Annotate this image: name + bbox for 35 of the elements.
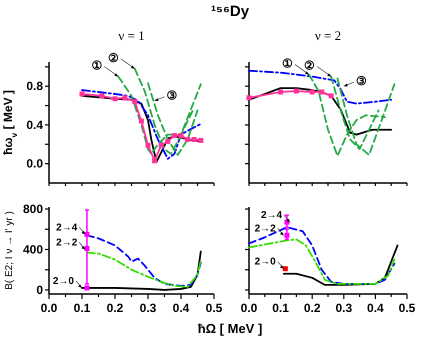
x-tick-label: 0.5: [206, 301, 223, 315]
x-tick-label: 0.5: [398, 301, 416, 315]
annotation: ③: [356, 74, 367, 88]
x-tick-label: 0.3: [335, 301, 352, 315]
chart-subtitle: ν = 2: [314, 28, 342, 43]
y-axis-title: B( E2; I ν → I' yr ): [4, 211, 15, 290]
annotation: 2→2: [254, 223, 276, 234]
chart-title: ¹⁵⁶Dy: [210, 3, 250, 20]
annotation: 2→4: [260, 210, 283, 222]
x-tick-label: 0.4: [367, 301, 384, 315]
x-tick-label: 0.2: [304, 301, 321, 315]
annotation: 2→2: [56, 237, 78, 248]
annotation: 2→0: [52, 276, 74, 287]
x-tick-label: 0.0: [240, 301, 258, 315]
annotation: ①: [91, 58, 102, 73]
y-tick-label: 0.4: [26, 118, 44, 132]
annotation: ①: [282, 56, 294, 71]
x-tick-label: 0.1: [74, 301, 91, 315]
x-tick-label: 0.3: [140, 301, 157, 315]
chart-subtitle: ν = 1: [118, 28, 145, 43]
annotation: 2→0: [254, 256, 276, 268]
annotation: ③: [166, 88, 178, 103]
y-tick-label: 0: [36, 282, 44, 297]
y-tick-label: 0.0: [26, 156, 44, 171]
x-tick-label: 0.2: [106, 301, 124, 315]
annotation: 2→4: [56, 222, 78, 234]
annotation: ②: [108, 50, 119, 65]
annotation: ②: [304, 58, 316, 73]
y-tick-label: 400: [22, 242, 44, 256]
y-tick-label: 0.8: [26, 79, 44, 94]
y-tick-label: 800: [22, 202, 44, 216]
x-tick-label: 0.4: [172, 301, 190, 315]
x-tick-label: 0.0: [40, 301, 58, 315]
x-axis-title: ħΩ [ MeV ]: [198, 321, 262, 336]
x-tick-label: 0.1: [272, 301, 290, 315]
